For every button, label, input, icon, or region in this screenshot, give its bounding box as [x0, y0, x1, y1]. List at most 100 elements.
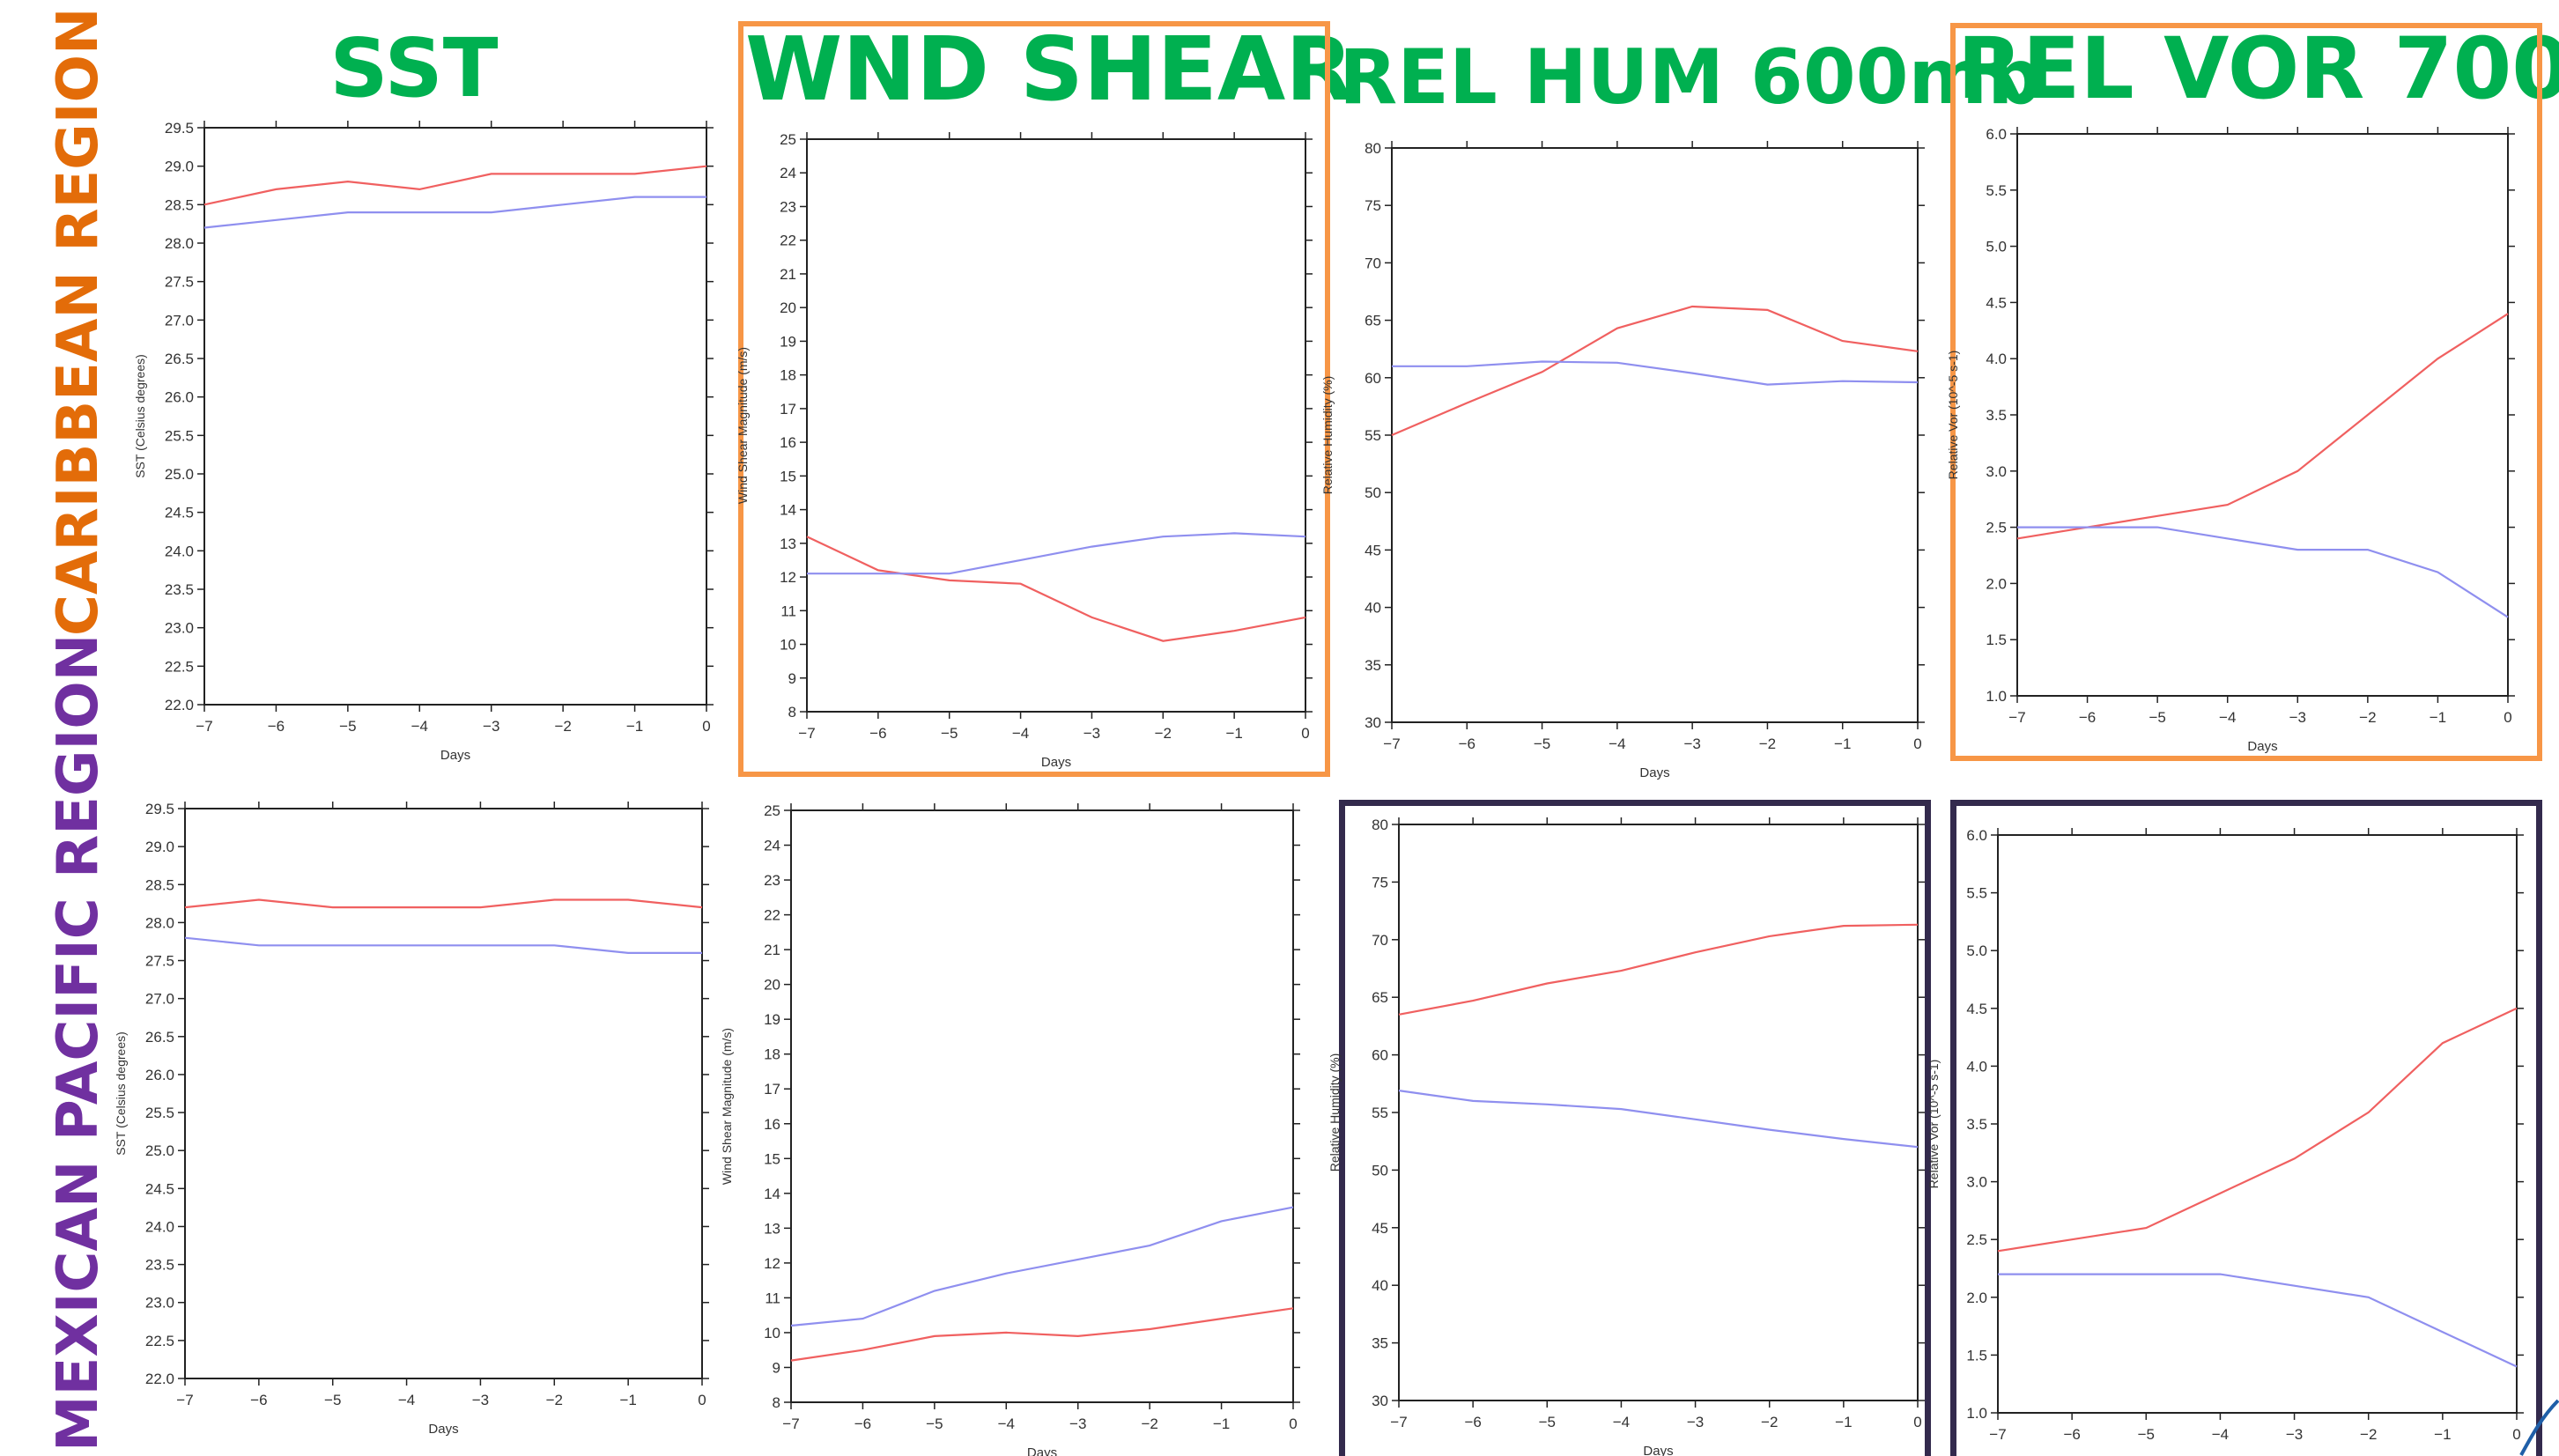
chart-caribbean-sst-ytick-label: 25.0: [165, 466, 194, 483]
chart-caribbean-sst-ytick-label: 29.0: [165, 159, 194, 175]
chart-mexican-wind-shear-series-line-blue: [790, 1206, 1294, 1327]
chart-caribbean-sst-ytick-label: 23.0: [165, 620, 194, 637]
highlight-frame-mex-rh: [1339, 800, 1931, 1456]
chart-caribbean-rel-hum-ytick-label: 35: [1365, 657, 1381, 674]
chart-mexican-rel-hum-series-line-red: [1398, 923, 1919, 1016]
chart-caribbean-rel-vor-ytick-label: 3.5: [1986, 407, 2007, 424]
chart-caribbean-sst-y-axis-label: SST (Celsius degrees): [133, 354, 147, 478]
chart-mexican-sst-ytick-label: 25.5: [145, 1105, 174, 1121]
chart-mexican-rel-hum-xtick-label: −4: [1613, 1414, 1630, 1430]
chart-mexican-rel-vor-ytick-label: 5.5: [1966, 885, 1987, 902]
chart-caribbean-rel-hum-ytick-label: 70: [1365, 255, 1381, 271]
chart-caribbean-wind-shear-ytick-label: 9: [788, 670, 796, 687]
chart-caribbean-sst-ytick-label: 24.5: [165, 505, 194, 521]
chart-caribbean-wind-shear-ytick-label: 14: [780, 502, 796, 519]
chart-mexican-sst-xtick-label: −2: [546, 1392, 563, 1408]
chart-mexican-wind-shear-ytick-label: 18: [764, 1046, 780, 1063]
column-title-rel-vor: REL VOR 700: [1957, 19, 2559, 118]
chart-caribbean-rel-vor-x-axis-label: Days: [2247, 739, 2277, 754]
column-title-sst: SST: [329, 21, 499, 115]
chart-mexican-wind-shear-ytick-label: 24: [764, 838, 780, 854]
chart-caribbean-sst-ytick-label: 28.5: [165, 196, 194, 213]
chart-mexican-sst-ytick-label: 27.5: [145, 953, 174, 970]
chart-caribbean-sst-ytick-label: 24.0: [165, 543, 194, 559]
chart-caribbean-sst-ytick-label: 25.5: [165, 427, 194, 444]
chart-caribbean-wind-shear-ytick-label: 21: [780, 266, 796, 283]
chart-mexican-rel-vor-ytick-label: 1.0: [1966, 1405, 1987, 1422]
chart-mexican-rel-vor-ytick-label: 2.5: [1966, 1231, 1987, 1248]
chart-mexican-wind-shear-ytick-label: 10: [764, 1325, 780, 1341]
chart-mexican-wind-shear-xtick-label: −7: [782, 1415, 799, 1432]
column-title-wind-shear: WND SHEAR: [745, 18, 1354, 121]
chart-mexican-wind-shear-y-axis-label: Wind Shear Magnitude (m/s): [720, 1028, 734, 1185]
chart-caribbean-wind-shear-ytick-label: 25: [780, 131, 796, 148]
chart-caribbean-rel-hum-xtick-label: −5: [1534, 735, 1550, 752]
chart-caribbean-sst-xtick-label: −2: [554, 718, 571, 735]
chart-mexican-rel-vor-xtick-label: −2: [2360, 1426, 2377, 1443]
chart-mexican-sst-y-axis-label: SST (Celsius degrees): [114, 1031, 128, 1156]
chart-mexican-sst-ytick-label: 28.5: [145, 876, 174, 893]
chart-caribbean-rel-hum-ytick-label: 40: [1365, 600, 1381, 617]
chart-mexican-rel-hum-ytick-label: 40: [1372, 1277, 1388, 1294]
chart-caribbean-wind-shear-ytick-label: 13: [780, 536, 796, 552]
chart-mexican-wind-shear-ytick-label: 16: [764, 1116, 780, 1133]
chart-mexican-wind-shear-xtick-label: −5: [926, 1415, 943, 1432]
chart-caribbean-wind-shear-ytick-label: 10: [780, 637, 796, 654]
chart-caribbean-wind-shear-series-line-blue: [807, 532, 1306, 575]
chart-mexican-rel-vor-plot-frame: [1997, 834, 2518, 1414]
chart-mexican-rel-vor-ytick-label: 4.5: [1966, 1001, 1987, 1017]
chart-caribbean-wind-shear-x-axis-label: Days: [1041, 755, 1071, 770]
chart-mexican-rel-hum-ytick-label: 30: [1372, 1393, 1388, 1409]
chart-caribbean-wind-shear-xtick-label: −5: [941, 725, 958, 742]
chart-caribbean-rel-vor-series-line-red: [2016, 313, 2509, 540]
highlight-frame-carib-shear: [738, 21, 1330, 777]
chart-mexican-rel-vor-ytick-label: 4.0: [1966, 1058, 1987, 1075]
chart-caribbean-rel-hum-xtick-label: 0: [1913, 735, 1921, 752]
chart-mexican-sst-ytick-label: 27.0: [145, 991, 174, 1008]
chart-caribbean-rel-hum-y-axis-label: Relative Humidity (%): [1320, 376, 1335, 495]
chart-mexican-wind-shear-ytick-label: 12: [764, 1255, 780, 1272]
chart-caribbean-sst-xtick-label: −7: [196, 718, 212, 735]
chart-mexican-wind-shear-ytick-label: 23: [764, 872, 780, 889]
chart-caribbean-rel-vor-xtick-label: −2: [2359, 709, 2376, 726]
chart-mexican-rel-hum-series-line-blue: [1398, 1090, 1919, 1149]
chart-caribbean-sst-x-axis-label: Days: [440, 748, 470, 763]
chart-caribbean-rel-vor-ytick-label: 4.5: [1986, 294, 2007, 311]
chart-caribbean-rel-vor-ytick-label: 6.0: [1986, 126, 2007, 143]
chart-mexican-wind-shear-xtick-label: −6: [854, 1415, 871, 1432]
highlight-frame-carib-vor: [1950, 23, 2542, 761]
chart-mexican-rel-hum-ytick-label: 45: [1372, 1220, 1388, 1237]
chart-caribbean-rel-vor-ytick-label: 4.0: [1986, 351, 2007, 367]
chart-caribbean-rel-hum-xtick-label: −7: [1383, 735, 1400, 752]
chart-caribbean-wind-shear-xtick-label: −1: [1225, 725, 1242, 742]
chart-mexican-rel-vor-xtick-label: −1: [2434, 1426, 2451, 1443]
chart-mexican-sst-xtick-label: −1: [619, 1392, 636, 1408]
chart-mexican-rel-hum-xtick-label: 0: [1913, 1414, 1921, 1430]
chart-caribbean-wind-shear-ytick-label: 18: [780, 367, 796, 384]
chart-caribbean-wind-shear-ytick-label: 12: [780, 569, 796, 586]
chart-caribbean-rel-hum-xtick-label: −4: [1609, 735, 1625, 752]
chart-caribbean-sst-ytick-label: 26.0: [165, 389, 194, 406]
chart-mexican-rel-hum-xtick-label: −6: [1464, 1414, 1481, 1430]
chart-mexican-wind-shear-xtick-label: 0: [1289, 1415, 1297, 1432]
chart-caribbean-rel-hum-ytick-label: 30: [1365, 714, 1381, 731]
chart-mexican-wind-shear-ytick-label: 25: [764, 802, 780, 819]
chart-caribbean-sst-ytick-label: 27.5: [165, 274, 194, 291]
chart-caribbean-wind-shear-ytick-label: 23: [780, 198, 796, 215]
chart-caribbean-wind-shear-ytick-label: 20: [780, 299, 796, 316]
chart-caribbean-rel-vor-xtick-label: −1: [2430, 709, 2446, 726]
chart-caribbean-sst-xtick-label: −4: [411, 718, 428, 735]
chart-caribbean-sst-xtick-label: −6: [268, 718, 285, 735]
chart-caribbean-wind-shear-xtick-label: −4: [1012, 725, 1029, 742]
chart-caribbean-sst-xtick-label: 0: [702, 718, 710, 735]
chart-mexican-wind-shear-ytick-label: 11: [765, 1290, 780, 1306]
chart-caribbean-sst-ytick-label: 28.0: [165, 235, 194, 252]
chart-mexican-sst-series-line-red: [184, 898, 703, 909]
chart-mexican-rel-hum-ytick-label: 35: [1372, 1335, 1388, 1352]
chart-mexican-sst-ytick-label: 28.0: [145, 914, 174, 931]
chart-mexican-sst-ytick-label: 22.0: [145, 1371, 174, 1387]
